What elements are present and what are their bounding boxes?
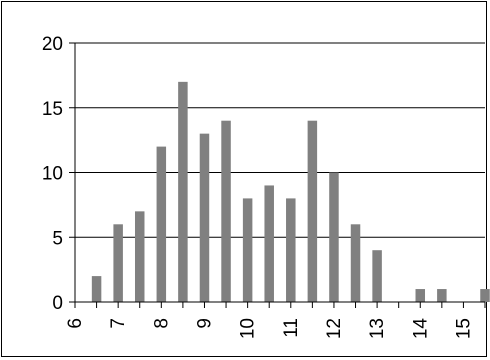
bar (437, 289, 447, 302)
axis-layer (69, 42, 486, 308)
y-tick-label: 5 (52, 228, 63, 249)
bar (286, 198, 296, 302)
x-tick-label: 11 (281, 318, 302, 338)
bar (113, 224, 123, 302)
bar-layer (91, 81, 490, 302)
bar (264, 185, 274, 302)
bar (91, 276, 102, 302)
bar (221, 120, 231, 302)
y-tick-label: 15 (42, 99, 63, 120)
bar (329, 172, 339, 302)
x-tick-label: 9 (194, 318, 215, 329)
bar (242, 198, 253, 302)
x-tick-label: 8 (151, 318, 172, 329)
y-tick-label: 20 (42, 34, 63, 55)
bar (480, 289, 490, 302)
x-tick-label: 14 (410, 318, 431, 340)
bar (199, 133, 210, 302)
bar (350, 224, 361, 302)
bar (372, 250, 382, 302)
bar (156, 146, 167, 302)
x-tick-label: 15 (453, 318, 474, 339)
x-tick-label: 12 (324, 318, 345, 339)
bar (134, 211, 145, 302)
bar (178, 81, 188, 302)
label-layer: 0 5 10 15 20 6 7 8 9 10 11 12 13 14 15 (42, 34, 475, 339)
bar (415, 289, 426, 302)
x-tick-label: 6 (65, 318, 86, 329)
x-tick-label: 13 (367, 318, 388, 339)
x-tick-label: 10 (238, 318, 259, 339)
y-tick-label: 0 (52, 293, 63, 314)
bar (307, 120, 318, 302)
y-tick-label: 10 (42, 164, 63, 185)
grid-layer (75, 42, 485, 238)
x-tick-label: 7 (108, 318, 129, 329)
